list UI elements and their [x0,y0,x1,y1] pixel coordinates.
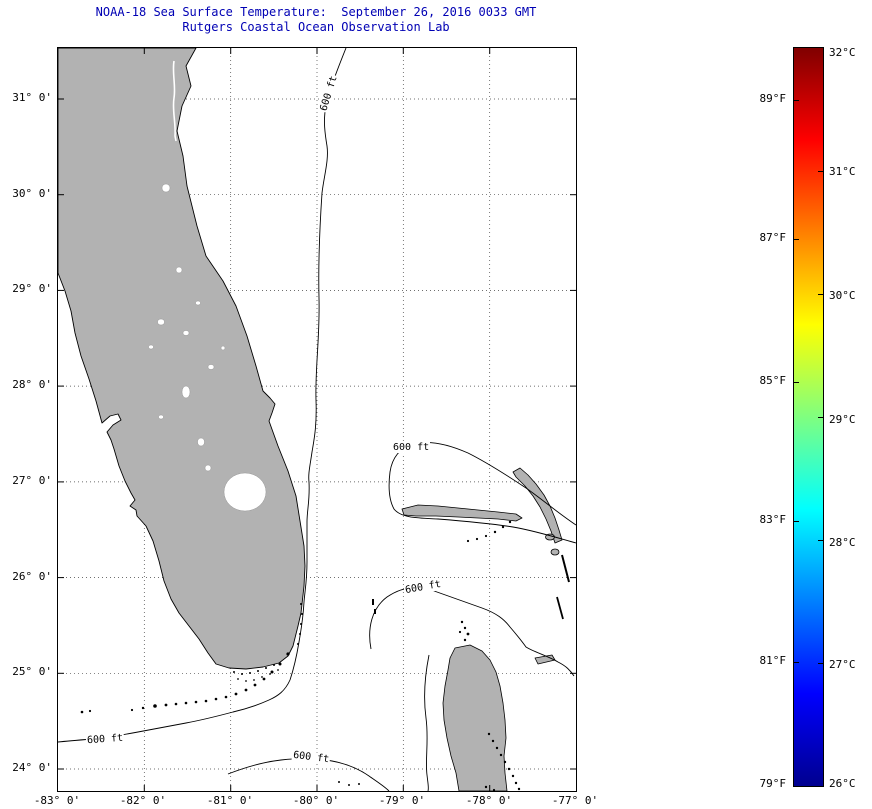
y-tick-label: 29° 0' [12,282,52,295]
colorbar-celsius-label: 29°C [829,413,856,426]
x-tick-label: -79° 0' [378,794,426,807]
y-tick-label: 30° 0' [12,187,52,200]
colorbar-celsius-label: 26°C [829,777,856,790]
y-tick-label: 25° 0' [12,665,52,678]
colorbar-celsius-label: 28°C [829,536,856,549]
x-tick-label: -83° 0' [33,794,81,807]
y-tick-label: 28° 0' [12,378,52,391]
colorbar [793,47,824,787]
colorbar-fahrenheit-label: 81°F [759,654,787,667]
colorbar-tick [794,662,799,663]
colorbar-tick [794,239,799,240]
y-tick-label: 27° 0' [12,474,52,487]
colorbar-celsius-label: 32°C [829,46,856,59]
x-tick-label: -77° 0' [551,794,599,807]
colorbar-tick [818,663,823,664]
map-canvas [58,48,576,791]
x-tick-label: -80° 0' [292,794,340,807]
colorbar-tick [794,382,799,383]
colorbar-fahrenheit-label: 83°F [759,513,787,526]
islet-specks [80,520,570,791]
colorbar-celsius-label: 27°C [829,658,856,671]
colorbar-tick [818,417,823,418]
colorbar-tick [818,171,823,172]
florida-landmass [58,48,306,670]
bahamas-landmass [401,467,563,791]
y-tick-label: 31° 0' [12,91,52,104]
colorbar-fahrenheit-label: 87°F [759,231,787,244]
depth-contours [58,48,576,791]
colorbar-tick [818,294,823,295]
colorbar-celsius-label: 31°C [829,165,856,178]
figure-subtitle: Rutgers Coastal Ocean Observation Lab [182,20,450,34]
colorbar-fahrenheit-label: 85°F [759,374,787,387]
colorbar-fahrenheit-label: 79°F [759,777,787,790]
colorbar-fahrenheit-label: 89°F [759,92,787,105]
y-tick-label: 26° 0' [12,570,52,583]
x-tick-label: -82° 0' [119,794,167,807]
colorbar-tick [794,521,799,522]
x-tick-label: -81° 0' [206,794,254,807]
x-tick-label: -78° 0' [465,794,513,807]
colorbar-tick [794,100,799,101]
y-tick-label: 24° 0' [12,761,52,774]
axis-ticks [58,48,576,791]
colorbar-tick [818,540,823,541]
contour-label: 600 ft [392,442,431,453]
map-plot-area: 600 ft 600 ft 600 ft 600 ft 600 ft [57,47,577,792]
colorbar-celsius-label: 30°C [829,289,856,302]
lakes [148,183,267,512]
figure-title: NOAA-18 Sea Surface Temperature: Septemb… [95,5,537,19]
